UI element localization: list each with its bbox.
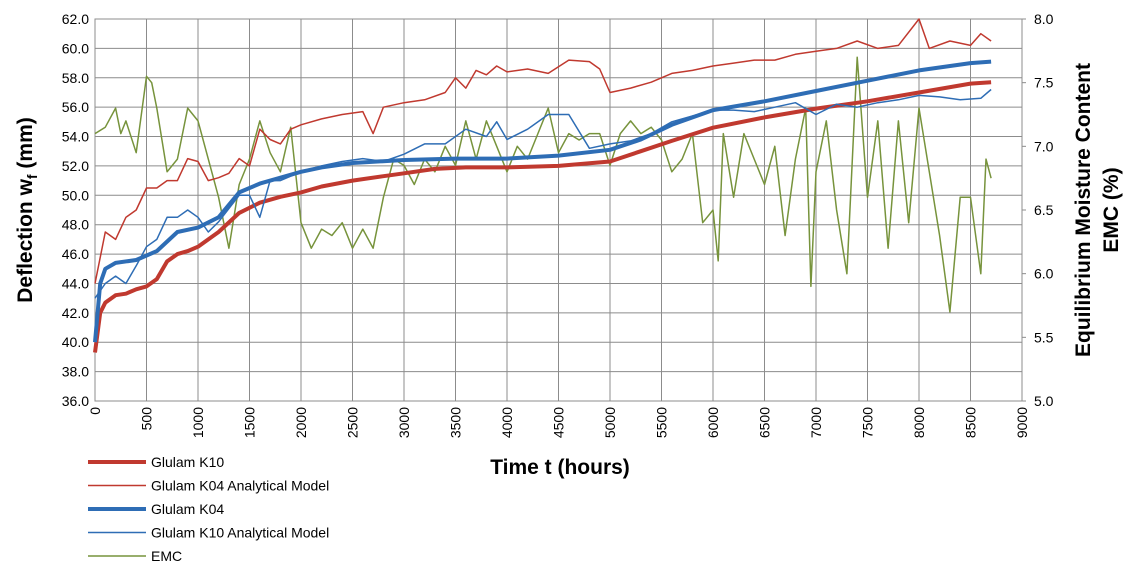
x-tick-label: 3500 [448,407,464,438]
x-tick-label: 0 [87,407,103,415]
series-line [93,59,992,343]
y-tick-label: 48.0 [62,217,89,233]
x-tick-label: 4000 [499,407,515,438]
y-tick-label: 44.0 [62,275,89,291]
y-tick-label: 38.0 [62,364,89,380]
series-line [94,56,992,313]
series-line [93,80,992,353]
y2-tick-label: 7.0 [1034,138,1054,154]
y2-tick-label: 6.5 [1034,202,1054,218]
x-tick-label: 8500 [963,407,979,438]
y-tick-label: 58.0 [62,70,89,86]
y2-tick-label: 5.0 [1034,393,1054,409]
y2-tick-label: 7.5 [1034,75,1054,91]
y2-tick-label: 5.5 [1034,329,1054,345]
plot-border [94,18,1023,402]
y-tick-label: 42.0 [62,305,89,321]
y-tick-label: 50.0 [62,187,89,203]
y-tick-label: 52.0 [62,158,89,174]
y-axis-title-main: Deflection w [14,178,37,302]
y-tick-label: 60.0 [62,40,89,56]
legend-label: Glulam K04 Analytical Model [151,478,329,494]
series-line [94,88,992,299]
y-tick-label: 56.0 [62,99,89,115]
y-tick-label: 40.0 [62,334,89,350]
y2-tick-label: 6.0 [1034,266,1054,282]
x-tick-label: 5500 [654,407,670,438]
x-tick-label: 1000 [190,407,206,438]
x-tick-label: 8000 [911,407,927,438]
x-tick-label: 2000 [293,407,309,438]
legend-label: Glulam K10 [151,454,224,470]
y-tick-label: 46.0 [62,246,89,262]
x-tick-label: 9000 [1014,407,1030,438]
y-tick-label: 54.0 [62,129,89,145]
legend-label: Glulam K04 [151,501,224,517]
y-axis-title-sub: f [24,174,40,179]
x-tick-label: 7500 [860,407,876,438]
x-tick-label: 5000 [602,407,618,438]
x-tick-label: 1500 [242,407,258,438]
y-axis-title: Deflection wf (mm) [14,117,40,303]
x-tick-label: 4500 [551,407,567,438]
y-tick-label: 62.0 [62,11,89,27]
x-tick-label: 6000 [705,407,721,438]
y-axis-title-unit: (mm) [14,117,37,174]
x-axis-title: Time t (hours) [490,456,630,479]
x-tick-label: 2500 [345,407,361,438]
legend-label: EMC [151,548,182,564]
x-tick-label: 500 [139,407,155,431]
y2-axis-title-line: Equilibrium Moisture Content [1072,63,1095,357]
x-tick-label: 7000 [808,407,824,438]
y2-axis-title-line: EMC (%) [1100,167,1123,252]
y2-tick-label: 8.0 [1034,11,1054,27]
x-tick-label: 3000 [396,407,412,438]
x-tick-label: 6500 [757,407,773,438]
y-tick-label: 36.0 [62,393,89,409]
series-line [94,18,992,284]
legend-label: Glulam K10 Analytical Model [151,525,329,541]
